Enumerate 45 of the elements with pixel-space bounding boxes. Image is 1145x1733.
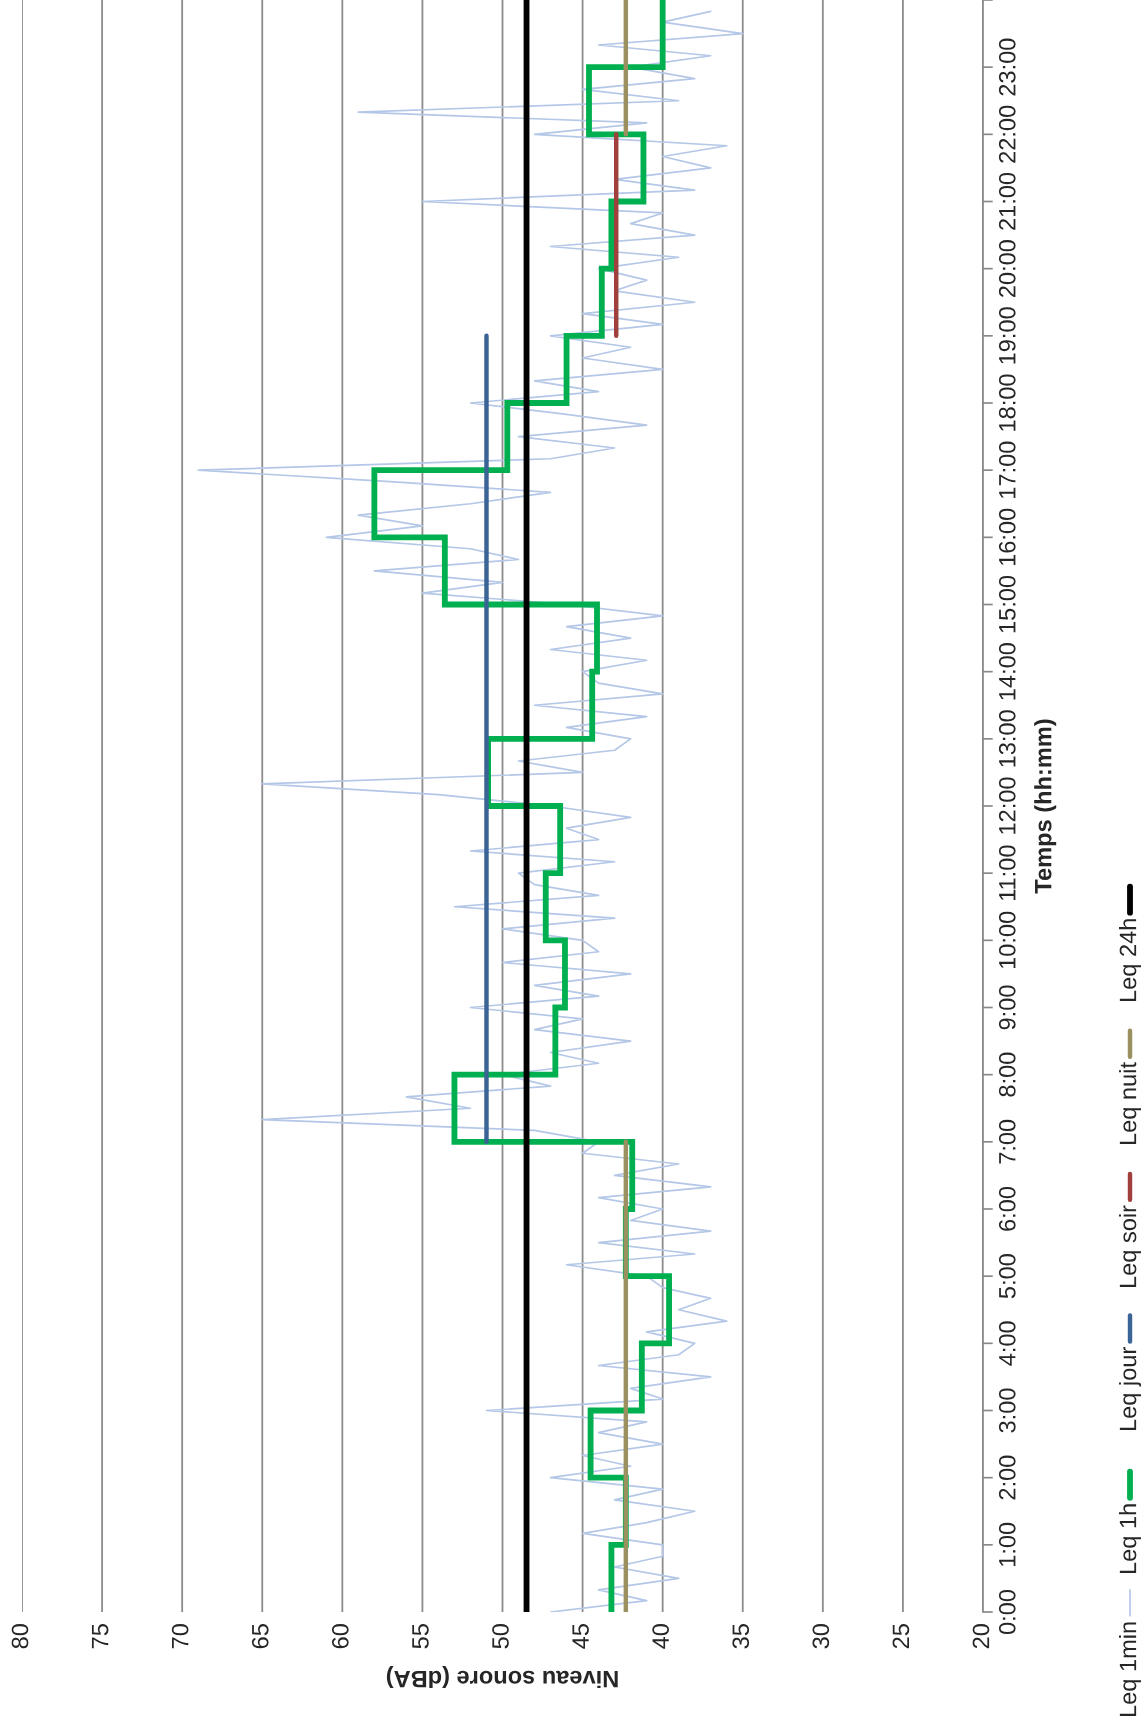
y-tick-label: 22:00: [998, 105, 1016, 163]
x-tick-label: 65: [251, 1624, 269, 1649]
y-tick-label: 12:00: [998, 777, 1016, 834]
legend-label: Leq 1min: [1118, 1622, 1142, 1717]
y-tick-label: 5:00: [998, 1254, 1016, 1299]
y-tick-label: 15:00: [998, 575, 1016, 633]
y-tick-label: 9:00: [998, 985, 1016, 1030]
x-tick-label: 35: [732, 1624, 750, 1649]
x-tick-label: 55: [412, 1624, 429, 1649]
y-tick-label: 18:00: [998, 374, 1016, 431]
y-tick-label: 20:00: [998, 240, 1016, 298]
y-tick-label: 11:00: [998, 845, 1016, 901]
y-tick-label: 4:00: [998, 1321, 1016, 1366]
y-tick-label: 1:00: [998, 1522, 1016, 1567]
y-tick-label: 8:00: [998, 1052, 1016, 1097]
y-tick-label: 2:00: [998, 1455, 1016, 1500]
legend-label: Leq nuit: [1118, 1062, 1142, 1145]
x-tick-label: 30: [812, 1624, 830, 1649]
y-tick-label: 3:00: [998, 1388, 1016, 1433]
y-tick-label: 17:00: [998, 441, 1016, 498]
legend-label: Leq 1h: [1118, 1504, 1142, 1574]
x-tick-label: 75: [91, 1624, 109, 1649]
x-tick-label: 40: [652, 1624, 669, 1649]
x-tick-label: 70: [171, 1624, 189, 1649]
y-tick-label: 19:00: [998, 307, 1016, 364]
x-tick-label: 60: [331, 1624, 349, 1649]
y-tick-label: 14:00: [998, 643, 1016, 700]
x-axis-title: Niveau sonore (dBA): [386, 1666, 618, 1689]
y-tick-label: 0:00: [998, 1589, 1016, 1635]
y-tick-label: 13:00: [998, 710, 1016, 767]
legend-label: Leq 24h: [1118, 919, 1142, 1002]
x-tick-label: 80: [11, 1624, 29, 1649]
x-tick-label: 20: [972, 1624, 990, 1649]
y-tick-label: 6:00: [998, 1186, 1016, 1231]
y-tick-label: 23:00: [998, 38, 1016, 96]
x-tick-label: 25: [892, 1624, 910, 1649]
x-tick-label: 45: [572, 1624, 589, 1649]
y-tick-label: 7:00: [998, 1119, 1016, 1164]
x-tick-label: 50: [492, 1624, 509, 1649]
legend-label: Leq jour: [1118, 1347, 1142, 1431]
y-tick-label: 10:00: [998, 911, 1016, 969]
y-tick-label: 16:00: [998, 508, 1016, 566]
y-axis-title: Temps (hh:mm): [1034, 719, 1057, 894]
legend-label: Leq soir: [1118, 1205, 1142, 1288]
y-tick-label: 21:00: [998, 172, 1016, 230]
